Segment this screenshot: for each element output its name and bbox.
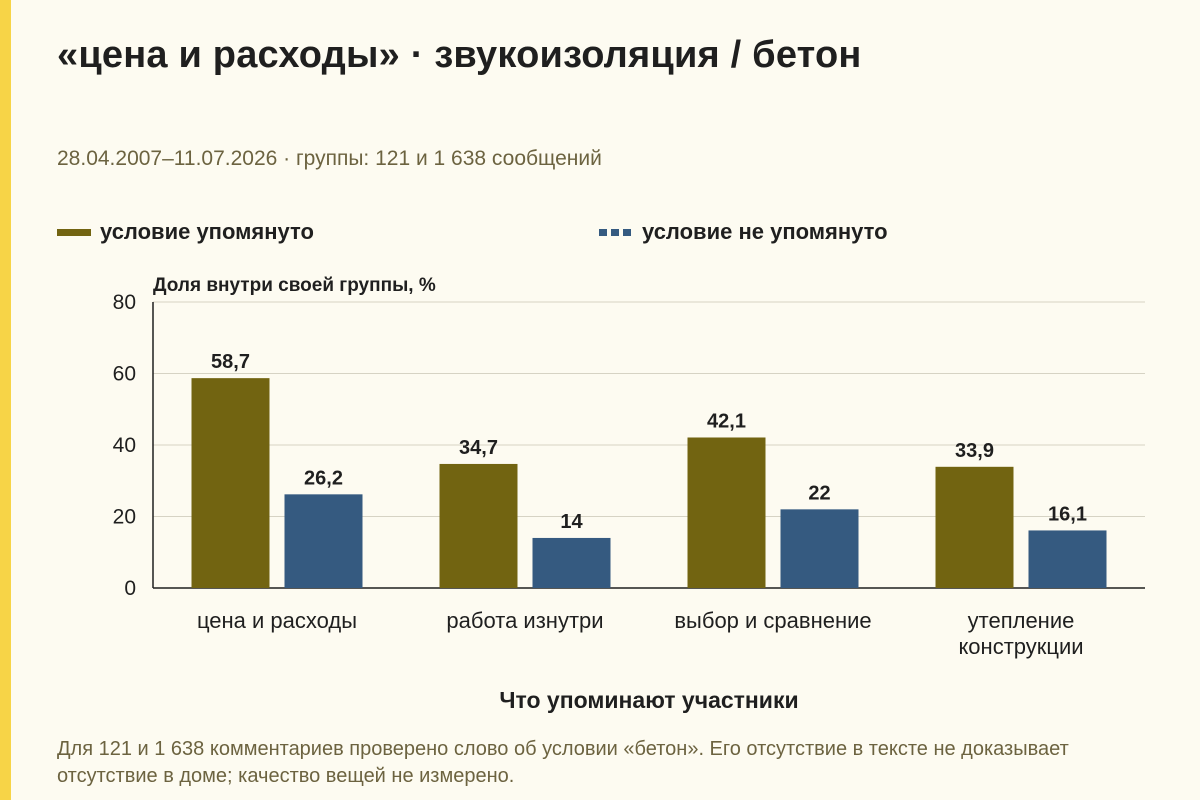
- data-label: 16,1: [1048, 503, 1087, 525]
- x-tick-label-line: цена и расходы: [197, 608, 357, 633]
- chart-subtitle: 28.04.2007–11.07.2026 · группы: 121 и 1 …: [57, 147, 602, 170]
- bar-not-mentioned: [780, 509, 859, 588]
- legend-swatch-mentioned: [57, 228, 91, 236]
- bar-mentioned: [935, 466, 1014, 588]
- x-tick-label: цена и расходы: [197, 608, 357, 633]
- x-tick-label-line: утепление: [968, 608, 1075, 633]
- data-label: 58,7: [211, 351, 250, 373]
- legend-item-mentioned: условие упомянуто: [57, 219, 314, 245]
- x-tick-label: работа изнутри: [446, 608, 603, 633]
- x-tick-label-line: конструкции: [958, 634, 1083, 659]
- y-tick-label: 80: [113, 291, 136, 314]
- bar-not-mentioned: [1028, 530, 1107, 588]
- bar-mentioned: [687, 437, 766, 588]
- data-label: 22: [808, 482, 830, 504]
- legend-swatch-not-mentioned: [599, 228, 633, 236]
- chart-title: «цена и расходы» · звукоизоляция / бетон: [57, 34, 862, 76]
- x-tick-label-line: работа изнутри: [446, 608, 603, 633]
- data-label: 26,2: [304, 467, 343, 489]
- accent-strip: [0, 0, 11, 800]
- x-axis-label: Что упоминают участники: [499, 687, 798, 713]
- x-tick-label: утепление конструкции: [958, 608, 1083, 659]
- legend-label-mentioned: условие упомянуто: [100, 219, 314, 244]
- bar-mentioned: [439, 463, 518, 588]
- legend-item-not-mentioned: условие не упомянуто: [599, 219, 888, 245]
- x-tick-label: выбор и сравнение: [674, 608, 871, 633]
- data-label: 42,1: [707, 410, 746, 432]
- data-label: 33,9: [955, 440, 994, 462]
- y-tick-label: 0: [124, 577, 136, 600]
- data-label: 14: [560, 511, 583, 533]
- y-tick-label: 60: [113, 363, 136, 386]
- bar-not-mentioned: [284, 494, 363, 588]
- data-label: 34,7: [459, 437, 498, 459]
- bar-mentioned: [191, 378, 270, 588]
- y-tick-label: 40: [113, 434, 136, 457]
- y-axis-label: Доля внутри своей группы, %: [153, 275, 436, 296]
- footnote: Для 121 и 1 638 комментариев проверено с…: [57, 738, 1069, 787]
- legend-label-not-mentioned: условие не упомянуто: [642, 219, 888, 244]
- y-tick-label: 20: [113, 506, 136, 529]
- x-tick-label-line: выбор и сравнение: [674, 608, 871, 633]
- bar-not-mentioned: [532, 537, 611, 588]
